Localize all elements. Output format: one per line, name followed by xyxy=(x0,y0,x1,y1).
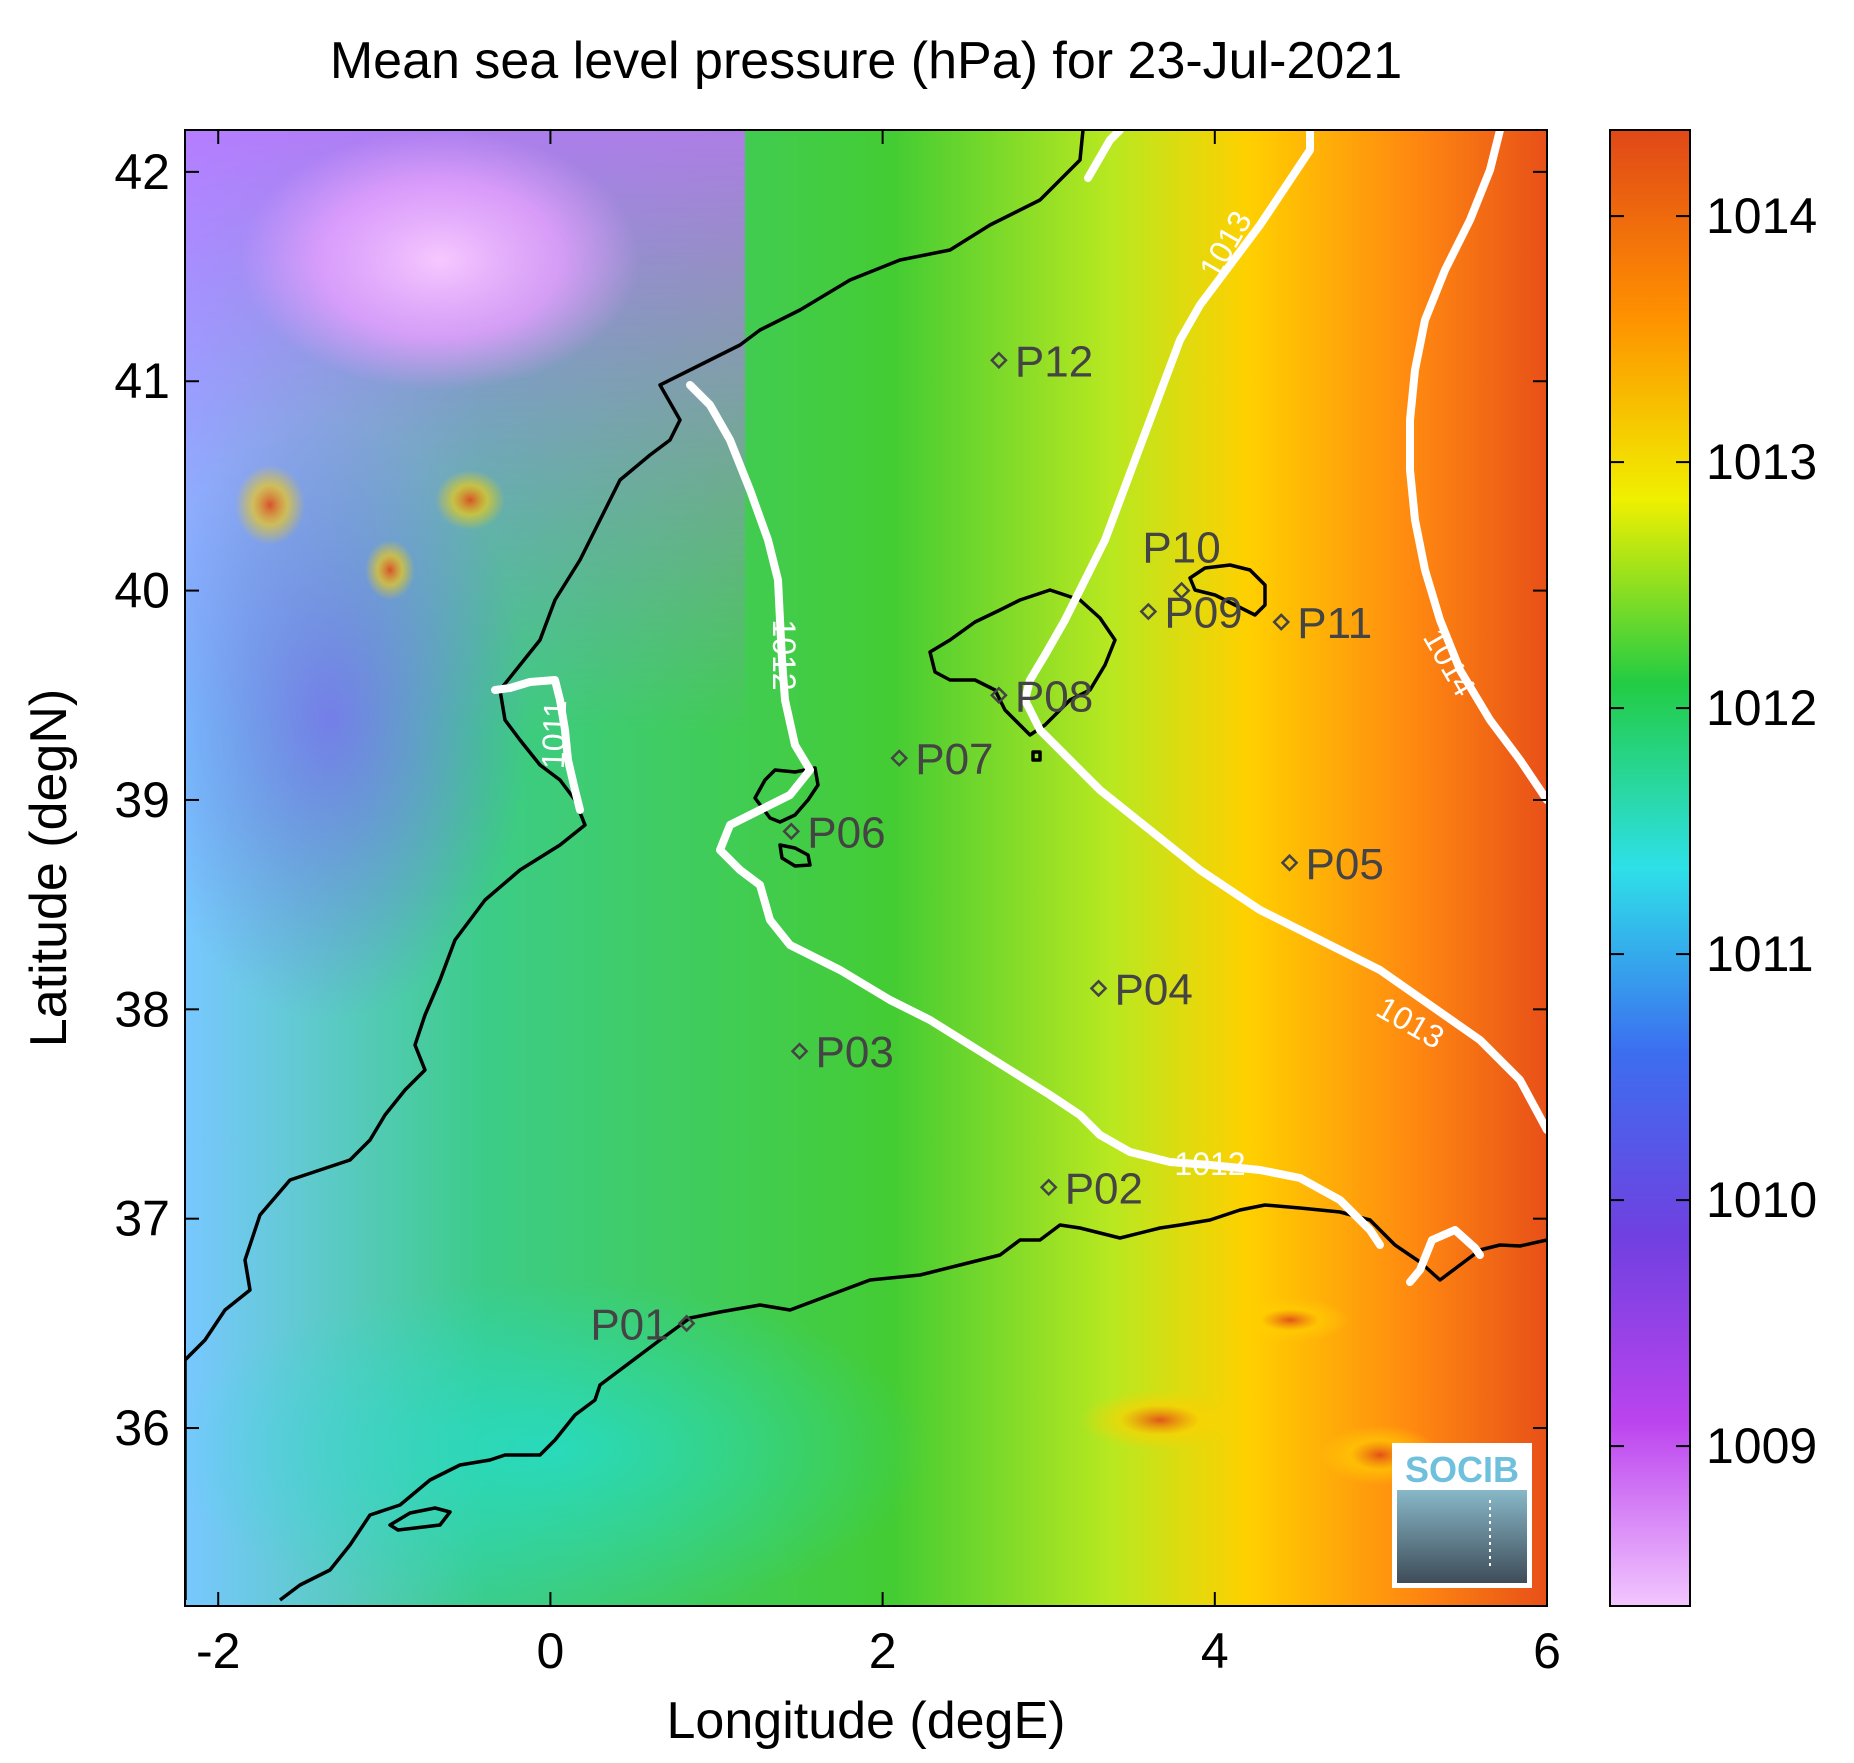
contour-1014 xyxy=(1406,130,1547,804)
alboran-islet-coastline xyxy=(388,1506,452,1532)
colorbar-gradient xyxy=(1610,130,1690,1606)
station-p11: P11 xyxy=(1272,599,1372,648)
station-label: P09 xyxy=(1164,589,1242,638)
station-p04: P04 xyxy=(1089,965,1193,1014)
station-label: P10 xyxy=(1142,524,1220,573)
colorbar-tick-label: 1009 xyxy=(1706,1418,1817,1474)
station-marker xyxy=(1172,581,1191,600)
hot-blob-3 xyxy=(365,540,415,600)
station-p12: P12 xyxy=(990,337,1093,386)
station-label: P07 xyxy=(915,735,993,784)
y-tick-label: 42 xyxy=(114,144,170,200)
station-p09: P09 xyxy=(1139,589,1243,638)
socib-logo-text: SOCIB xyxy=(1405,1449,1519,1490)
plot-area: 1011 1012 1012 1013 1013 1014 P01P02P03P… xyxy=(185,130,1547,1606)
contour-1012-bulge xyxy=(1406,1226,1484,1286)
contours xyxy=(491,130,1547,1286)
station-marker xyxy=(782,822,801,841)
station-marker xyxy=(790,1042,809,1061)
stations: P01 P02 P03 P04 P05 P06 P07 P08 P09 P10 P11 P12 xyxy=(590,337,1384,1349)
hot-blob-2 xyxy=(235,465,305,545)
y-axis-label: Latitude (degN) xyxy=(20,689,78,1047)
station-label: P12 xyxy=(1015,337,1093,386)
mallorca-coastline xyxy=(928,588,1117,737)
y-tick-label: 37 xyxy=(114,1191,170,1247)
station-label: P11 xyxy=(1297,599,1372,648)
x-tick-label: -2 xyxy=(196,1623,240,1679)
hot-blob-4 xyxy=(1080,1390,1240,1450)
station-p08: P08 xyxy=(990,672,1093,721)
station-marker xyxy=(1139,602,1158,621)
socib-logo: SOCIB xyxy=(1392,1443,1532,1588)
station-label: P01 xyxy=(590,1300,668,1349)
menorca-coastline xyxy=(1188,563,1267,617)
x-tick-label: 0 xyxy=(537,1623,565,1679)
south-cyan-area xyxy=(185,1280,930,1606)
iberian-coastline xyxy=(185,130,1085,1600)
station-marker xyxy=(990,351,1008,370)
west-low-pressure-blob xyxy=(185,420,530,1020)
cabrera-coastline xyxy=(1031,750,1042,762)
station-label: P03 xyxy=(816,1028,894,1077)
station-marker xyxy=(1280,853,1299,872)
colorbar-ticks: 1014 1013 1012 1011 1010 1009 xyxy=(1610,188,1817,1474)
chart-title: Mean sea level pressure (hPa) for 23-Jul… xyxy=(330,32,1402,90)
contour-label-1012-horizontal: 1012 xyxy=(1174,1146,1245,1182)
formentera-coastline xyxy=(778,843,812,868)
station-marker xyxy=(677,1314,696,1333)
plot-frame xyxy=(184,129,1548,1607)
station-marker xyxy=(1089,979,1108,998)
colorbar-frame xyxy=(1609,129,1691,1607)
contour-1013 xyxy=(1021,130,1547,1134)
station-marker xyxy=(890,749,909,767)
north-africa-coastline xyxy=(278,1203,1547,1602)
y-axis: 42 41 40 39 38 37 36 xyxy=(114,144,1547,1456)
station-label: P06 xyxy=(807,808,885,857)
station-label: P04 xyxy=(1115,965,1193,1014)
contour-label-1011: 1011 xyxy=(535,700,573,770)
station-label: P05 xyxy=(1306,840,1384,889)
station-marker xyxy=(990,686,1008,705)
x-tick-label: 2 xyxy=(869,1623,897,1679)
station-p06: P06 xyxy=(782,808,886,857)
socib-logo-image xyxy=(1397,1490,1527,1583)
colorbar-tick-label: 1010 xyxy=(1706,1172,1817,1228)
colorbar-tick-label: 1011 xyxy=(1706,926,1814,982)
colorbar-tick-label: 1014 xyxy=(1706,188,1817,244)
contour-1011 xyxy=(491,676,584,814)
coastlines xyxy=(185,130,1547,1602)
x-axis: -2 0 2 4 6 xyxy=(196,130,1561,1679)
colorbar-tick-label: 1012 xyxy=(1706,680,1817,736)
contour-1012-left xyxy=(686,381,1384,1249)
y-tick-label: 40 xyxy=(114,563,170,619)
station-marker xyxy=(1272,613,1291,631)
y-tick-label: 36 xyxy=(114,1400,170,1456)
station-p01: P01 xyxy=(590,1300,696,1349)
y-tick-label: 38 xyxy=(114,981,170,1037)
station-marker xyxy=(1039,1178,1058,1197)
station-p10: P10 xyxy=(1142,524,1221,600)
colorbar: 1014 1013 1012 1011 1010 1009 xyxy=(1609,129,1817,1607)
hot-blob-5 xyxy=(1230,1298,1350,1342)
station-p02: P02 xyxy=(1039,1164,1143,1213)
colorbar-tick-label: 1013 xyxy=(1706,434,1817,490)
x-tick-label: 4 xyxy=(1201,1623,1229,1679)
station-label: P02 xyxy=(1065,1164,1143,1213)
x-axis-label: Longitude (degE) xyxy=(667,1692,1066,1750)
station-p05: P05 xyxy=(1280,840,1384,889)
station-p07: P07 xyxy=(890,735,994,784)
y-tick-label: 39 xyxy=(114,772,170,828)
contour-label-1012-vertical: 1012 xyxy=(766,619,802,690)
ibiza-coastline xyxy=(753,766,820,824)
station-p03: P03 xyxy=(790,1028,894,1077)
station-label: P08 xyxy=(1015,672,1093,721)
hot-blob-1 xyxy=(435,470,505,530)
pink-low-pressure-area xyxy=(240,130,640,390)
x-tick-label: 6 xyxy=(1533,1623,1561,1679)
y-tick-label: 41 xyxy=(114,353,170,409)
